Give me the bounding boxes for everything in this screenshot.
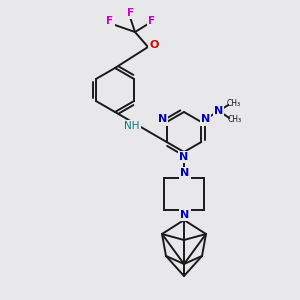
Text: N: N bbox=[158, 115, 167, 124]
Text: F: F bbox=[128, 8, 135, 18]
Text: F: F bbox=[106, 16, 114, 26]
Text: CH₃: CH₃ bbox=[227, 115, 242, 124]
Text: N: N bbox=[201, 115, 210, 124]
Text: N: N bbox=[180, 210, 190, 220]
Text: NH: NH bbox=[124, 121, 140, 131]
Text: O: O bbox=[149, 40, 159, 50]
Text: F: F bbox=[148, 16, 156, 26]
Text: N: N bbox=[180, 168, 190, 178]
Text: N: N bbox=[214, 106, 223, 116]
Text: CH₃: CH₃ bbox=[226, 98, 240, 107]
Text: N: N bbox=[179, 152, 189, 162]
